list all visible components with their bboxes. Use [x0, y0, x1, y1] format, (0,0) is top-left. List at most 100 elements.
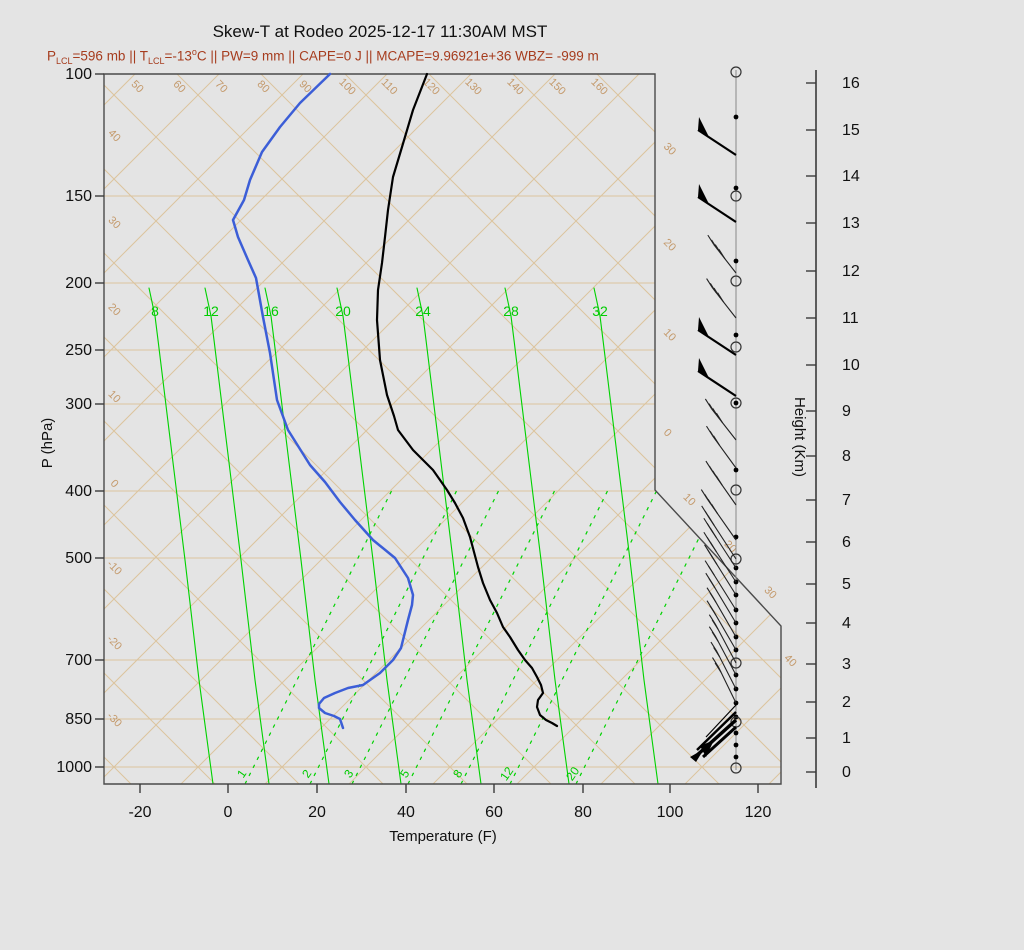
wind-barb	[697, 117, 737, 156]
svg-text:-20: -20	[104, 633, 124, 653]
svg-text:300: 300	[65, 396, 92, 413]
wind-barb	[710, 641, 737, 690]
wind-barb	[705, 460, 737, 506]
svg-text:4: 4	[842, 615, 851, 632]
svg-text:10: 10	[681, 491, 698, 508]
svg-text:700: 700	[65, 652, 92, 669]
svg-text:60: 60	[171, 78, 188, 95]
svg-text:60: 60	[485, 804, 503, 821]
svg-text:100: 100	[65, 66, 92, 83]
svg-text:-20: -20	[128, 804, 151, 821]
svg-text:120: 120	[745, 804, 772, 821]
svg-text:-30: -30	[104, 710, 124, 730]
pressure-gridlines	[104, 195, 781, 768]
svg-text:24: 24	[415, 303, 431, 319]
svg-text:3: 3	[842, 656, 851, 673]
svg-text:30: 30	[762, 584, 779, 601]
svg-text:100: 100	[657, 804, 684, 821]
svg-text:8: 8	[151, 303, 159, 319]
pressure-axis: 100 150 200 250 300 400 500 700 850 1000 P (hPa)	[39, 66, 104, 776]
svg-text:40: 40	[782, 652, 799, 669]
wind-barb	[704, 544, 737, 596]
plot-border	[103, 73, 782, 785]
svg-text:6: 6	[842, 534, 851, 551]
svg-text:80: 80	[255, 78, 272, 95]
svg-text:16: 16	[842, 75, 860, 92]
wind-barb	[708, 626, 737, 676]
svg-text:5: 5	[842, 576, 851, 593]
svg-text:150: 150	[65, 188, 92, 205]
chart-subtitle: PLCL=596 mb || TLCL=-13oC || PW=9 mm || …	[47, 47, 599, 67]
svg-text:Temperature (F): Temperature (F)	[389, 828, 497, 845]
svg-text:250: 250	[65, 342, 92, 359]
svg-text:200: 200	[65, 275, 92, 292]
wind-barb	[703, 517, 737, 569]
svg-text:16: 16	[263, 303, 279, 319]
wind-barb	[707, 234, 737, 274]
isotherm-lines	[104, 74, 781, 784]
svg-text:13: 13	[842, 215, 860, 232]
svg-text:15: 15	[842, 122, 860, 139]
wind-barb	[700, 489, 737, 541]
svg-text:50: 50	[129, 78, 146, 95]
wind-barb	[704, 560, 737, 611]
chart-title: Skew-T at Rodeo 2025-12-17 11:30AM MST	[212, 22, 548, 41]
svg-text:30: 30	[661, 141, 678, 158]
svg-text:8: 8	[450, 767, 465, 781]
svg-text:10: 10	[842, 357, 860, 374]
svg-text:20: 20	[335, 303, 351, 319]
svg-text:0: 0	[108, 477, 121, 490]
svg-text:7: 7	[842, 492, 851, 509]
mixing-ratio-lines	[244, 489, 724, 784]
wind-barb	[705, 572, 737, 624]
svg-text:28: 28	[503, 303, 519, 319]
svg-text:12: 12	[842, 263, 860, 280]
wind-barb	[703, 531, 737, 583]
svg-text:20: 20	[308, 804, 326, 821]
temperature-curve	[375, 72, 559, 728]
svg-text:10: 10	[106, 388, 123, 405]
svg-text:40: 40	[397, 804, 415, 821]
svg-text:1: 1	[842, 730, 851, 747]
svg-text:32: 32	[592, 303, 608, 319]
svg-text:850: 850	[65, 711, 92, 728]
svg-text:2: 2	[842, 694, 851, 711]
svg-text:0: 0	[842, 764, 851, 781]
svg-text:40: 40	[106, 127, 123, 144]
svg-text:500: 500	[65, 550, 92, 567]
svg-text:0: 0	[224, 804, 233, 821]
surface-wind-cluster	[690, 704, 738, 762]
svg-text:140: 140	[504, 76, 525, 97]
svg-text:10: 10	[661, 327, 678, 344]
svg-text:120: 120	[420, 76, 441, 97]
svg-text:100: 100	[336, 76, 357, 97]
wind-barb	[706, 587, 737, 638]
svg-text:20: 20	[106, 301, 123, 318]
wind-barb	[706, 600, 737, 651]
svg-text:20: 20	[661, 237, 678, 254]
svg-text:400: 400	[65, 483, 92, 500]
svg-text:5: 5	[397, 767, 412, 781]
wind-barb	[697, 184, 737, 223]
svg-text:11: 11	[842, 310, 859, 327]
svg-text:0: 0	[661, 427, 674, 440]
svg-text:-10: -10	[104, 558, 124, 578]
wind-barb	[706, 278, 737, 319]
moist-adiabat-lines	[148, 287, 659, 784]
wind-barb	[697, 358, 737, 397]
temperature-axis: -20 0 20 40 60 80 100 120 Temperature (F)	[128, 784, 771, 845]
svg-text:9: 9	[842, 403, 851, 420]
wind-barb	[712, 657, 737, 704]
wind-barbs	[697, 117, 737, 704]
svg-text:160: 160	[588, 76, 609, 97]
svg-text:2: 2	[299, 767, 314, 781]
svg-text:1: 1	[234, 767, 249, 781]
wind-barb-column	[690, 66, 742, 774]
wind-barb	[704, 398, 737, 441]
dewpoint-curve	[231, 72, 415, 730]
svg-text:80: 80	[574, 804, 592, 821]
